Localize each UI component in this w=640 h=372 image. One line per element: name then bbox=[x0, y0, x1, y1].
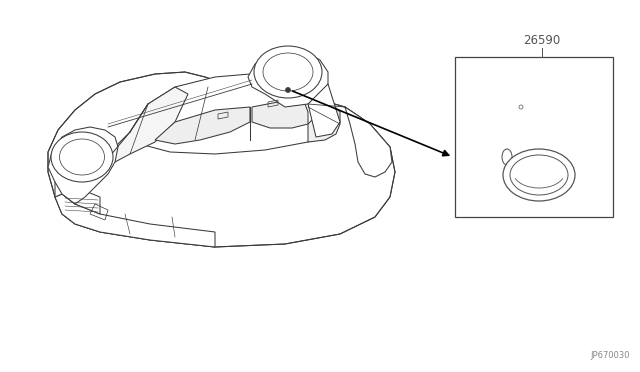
Ellipse shape bbox=[502, 149, 512, 165]
Polygon shape bbox=[48, 72, 395, 247]
Polygon shape bbox=[345, 107, 392, 177]
Polygon shape bbox=[48, 127, 118, 204]
Text: 26590: 26590 bbox=[524, 34, 561, 47]
Text: JP670030: JP670030 bbox=[591, 351, 630, 360]
Ellipse shape bbox=[51, 132, 113, 182]
Polygon shape bbox=[252, 102, 308, 128]
Polygon shape bbox=[507, 103, 543, 115]
Text: 26590E: 26590E bbox=[519, 152, 559, 162]
Polygon shape bbox=[130, 74, 340, 154]
Ellipse shape bbox=[503, 149, 575, 201]
Polygon shape bbox=[55, 194, 215, 247]
Ellipse shape bbox=[254, 46, 322, 98]
Polygon shape bbox=[155, 107, 250, 144]
Ellipse shape bbox=[510, 155, 568, 195]
Polygon shape bbox=[248, 50, 328, 107]
Circle shape bbox=[285, 87, 291, 93]
Polygon shape bbox=[55, 180, 100, 214]
Polygon shape bbox=[495, 105, 507, 121]
Polygon shape bbox=[308, 104, 340, 142]
Bar bbox=[455, 57, 613, 217]
Polygon shape bbox=[308, 84, 340, 137]
Polygon shape bbox=[105, 87, 188, 162]
Polygon shape bbox=[505, 103, 545, 131]
